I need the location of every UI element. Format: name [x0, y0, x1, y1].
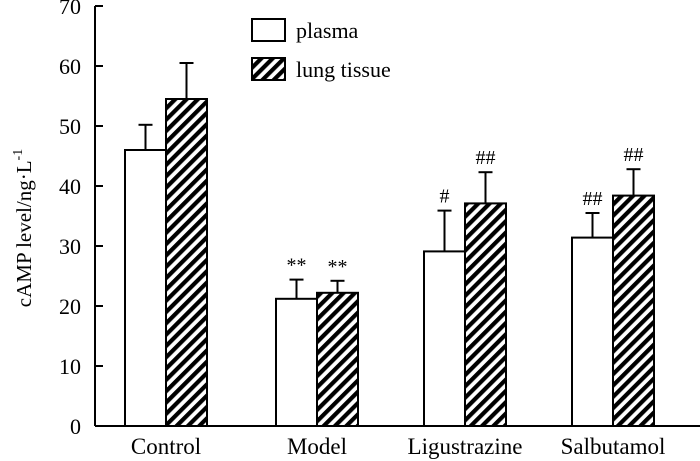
category-label: Control [131, 434, 201, 459]
legend-swatch-plasma [251, 18, 286, 42]
bar [571, 236, 614, 427]
y-tick-label: 30 [59, 234, 81, 259]
y-tick-label: 40 [59, 174, 81, 199]
bar [124, 149, 167, 427]
y-tick-label: 0 [70, 414, 81, 439]
bar [316, 291, 359, 427]
category-labels: Control Model Ligustrazine Salbutamol [131, 434, 666, 459]
legend: plasma lung tissue [251, 18, 391, 82]
bar [165, 98, 208, 427]
legend-label-lung-tissue: lung tissue [296, 57, 391, 82]
bars: ** **####### [95, 62, 700, 427]
y-axis: 0 10 20 30 40 50 60 70 [59, 0, 103, 439]
bar [423, 250, 466, 427]
y-tick-label: 10 [59, 354, 81, 379]
bar [464, 202, 507, 427]
significance-label: ## [624, 144, 644, 166]
y-tick-label: 70 [59, 0, 81, 19]
y-tick-label: 60 [59, 54, 81, 79]
y-axis-label: cAMP level/ng·L-1 [11, 149, 36, 307]
legend-label-plasma: plasma [296, 18, 359, 43]
category-label: Ligustrazine [408, 434, 523, 459]
y-tick-label: 20 [59, 294, 81, 319]
significance-label: ** [328, 256, 348, 278]
bar [275, 297, 318, 427]
bar [612, 194, 655, 427]
significance-label: # [440, 186, 450, 208]
significance-label: ** [287, 255, 307, 277]
category-label: Model [287, 434, 347, 459]
legend-swatch-lung-tissue [251, 57, 286, 81]
y-tick-label: 50 [59, 114, 81, 139]
significance-label: ## [583, 188, 603, 210]
category-label: Salbutamol [561, 434, 666, 459]
significance-label: ## [476, 147, 496, 169]
